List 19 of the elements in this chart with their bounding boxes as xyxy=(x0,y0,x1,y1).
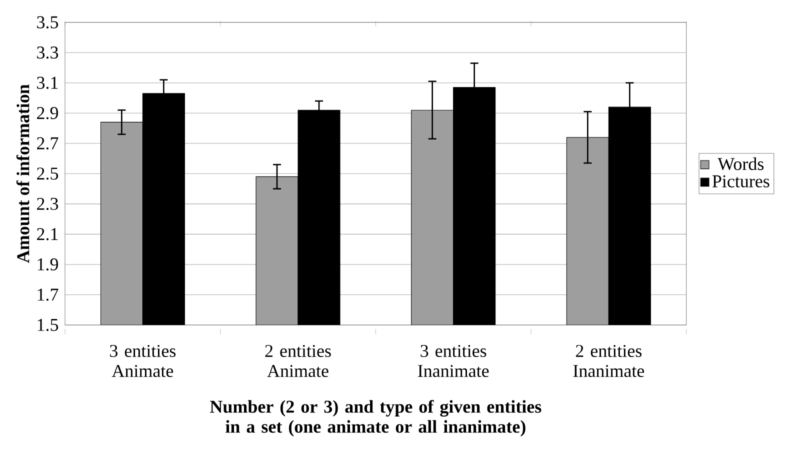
y-tick-label: 1.9 xyxy=(38,258,58,271)
x-tick-label: 2 entities Inanimate xyxy=(573,344,644,378)
legend-label: Pictures xyxy=(712,175,770,188)
y-tick-label: 1.7 xyxy=(38,288,58,301)
x-tick-label: 3 entities Animate xyxy=(110,344,176,378)
x-axis-title: Number (2 or 3) and type of given entities in a set (one animate or all inanimate) xyxy=(210,400,542,436)
y-tick-label: 2.9 xyxy=(37,107,58,120)
y-tick-label: 1.5 xyxy=(38,318,58,332)
y-tick-label: 2.5 xyxy=(37,168,58,180)
y-tick-label: 3.1 xyxy=(37,76,58,89)
y-axis-title: Amount of information xyxy=(16,84,30,263)
y-tick-label: 3.3 xyxy=(37,46,58,59)
legend-label: Words xyxy=(718,157,764,170)
y-tick-label: 3.5 xyxy=(37,16,58,28)
x-tick-label: 3 entities Inanimate xyxy=(418,344,489,378)
y-tick-label: 2.7 xyxy=(37,137,58,150)
y-tick-label: 2.1 xyxy=(37,228,58,240)
x-tick-label: 2 entities Animate xyxy=(265,344,331,378)
y-tick-label: 2.3 xyxy=(37,198,58,210)
